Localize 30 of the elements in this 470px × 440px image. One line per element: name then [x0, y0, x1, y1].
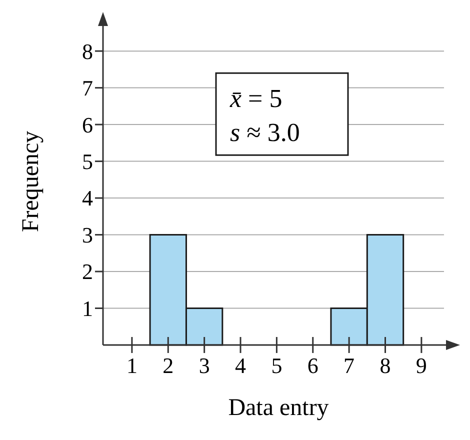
x-axis-tick: 4	[235, 337, 246, 378]
y-tick-label: 6	[82, 112, 93, 138]
x-tick-label: 6	[307, 353, 318, 378]
x-axis-tick: 6	[307, 337, 318, 378]
x-axis-tick: 2	[162, 337, 174, 378]
x-tick-label: 1	[126, 353, 138, 378]
y-tick-label: 1	[82, 296, 93, 321]
x-tick-label: 7	[344, 353, 355, 378]
x-tick-label: 8	[380, 353, 391, 378]
annotation: x̄ = 5	[229, 84, 282, 114]
x-axis-title: Data entry	[228, 395, 329, 421]
x-axis-tick: 3	[198, 337, 210, 378]
x-tick-label: 3	[198, 353, 210, 378]
x-tick-label: 9	[416, 353, 427, 378]
x-tick-label: 5	[271, 353, 282, 378]
y-axis-title: Frequency	[18, 130, 44, 232]
x-tick-label: 2	[162, 353, 174, 378]
annotation: s ≈ 3.0	[230, 118, 300, 148]
x-axis-tick: 9	[416, 337, 427, 378]
x-tick-label: 4	[235, 353, 246, 378]
x-axis-tick: 8	[380, 337, 391, 378]
x-axis-tick: 7	[344, 337, 355, 378]
y-tick-label: 4	[82, 186, 93, 211]
y-tick-label: 3	[82, 222, 93, 248]
x-axis-tick: 1	[126, 337, 138, 378]
y-tick-label: 7	[82, 76, 93, 101]
y-tick-label: 2	[82, 259, 93, 284]
y-tick-label: 5	[82, 148, 93, 174]
y-tick-label: 8	[82, 38, 93, 64]
x-axis-tick: 5	[271, 337, 282, 378]
